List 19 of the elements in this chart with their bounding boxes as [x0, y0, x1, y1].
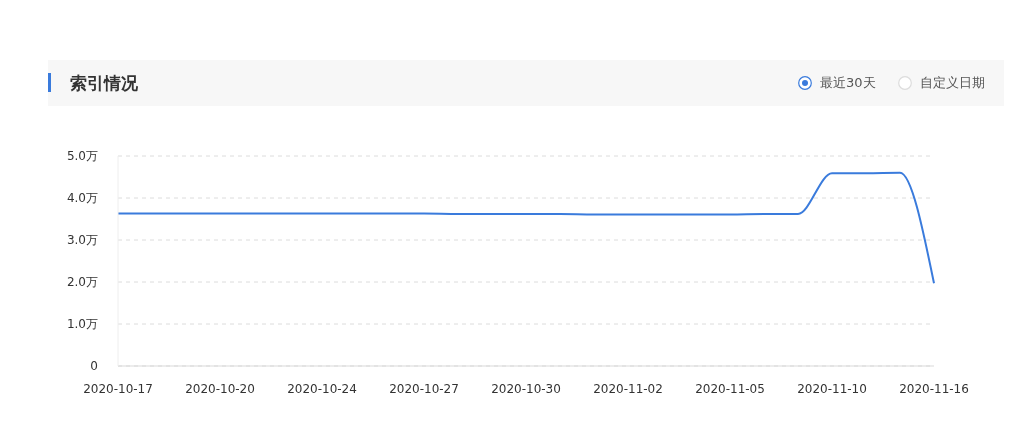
- x-tick-label: 2020-10-30: [491, 381, 561, 396]
- chart-title: 索引情况: [70, 72, 138, 94]
- y-tick-label: 5.0万: [66, 149, 98, 164]
- x-tick-label: 2020-11-10: [797, 381, 867, 396]
- y-tick-label: 4.0万: [66, 191, 98, 206]
- x-tick-label: 2020-11-16: [899, 381, 969, 396]
- x-tick-label: 2020-10-24: [287, 381, 357, 396]
- x-tick-label: 2020-10-27: [389, 381, 459, 396]
- line-series: [117, 171, 935, 285]
- text: 最近30天: [820, 75, 876, 91]
- y-tick-label: 0: [90, 359, 98, 374]
- x-tick-label: 2020-11-02: [593, 381, 663, 396]
- text: 自定义日期: [920, 75, 985, 91]
- y-tick-label: 1.0万: [66, 317, 98, 332]
- x-tick-label: 2020-10-17: [83, 381, 153, 396]
- y-tick-label: 2.0万: [66, 275, 98, 290]
- x-tick-label: 2020-11-05: [695, 381, 765, 396]
- y-tick-label: 3.0万: [66, 233, 98, 248]
- x-tick-label: 2020-10-20: [185, 381, 255, 396]
